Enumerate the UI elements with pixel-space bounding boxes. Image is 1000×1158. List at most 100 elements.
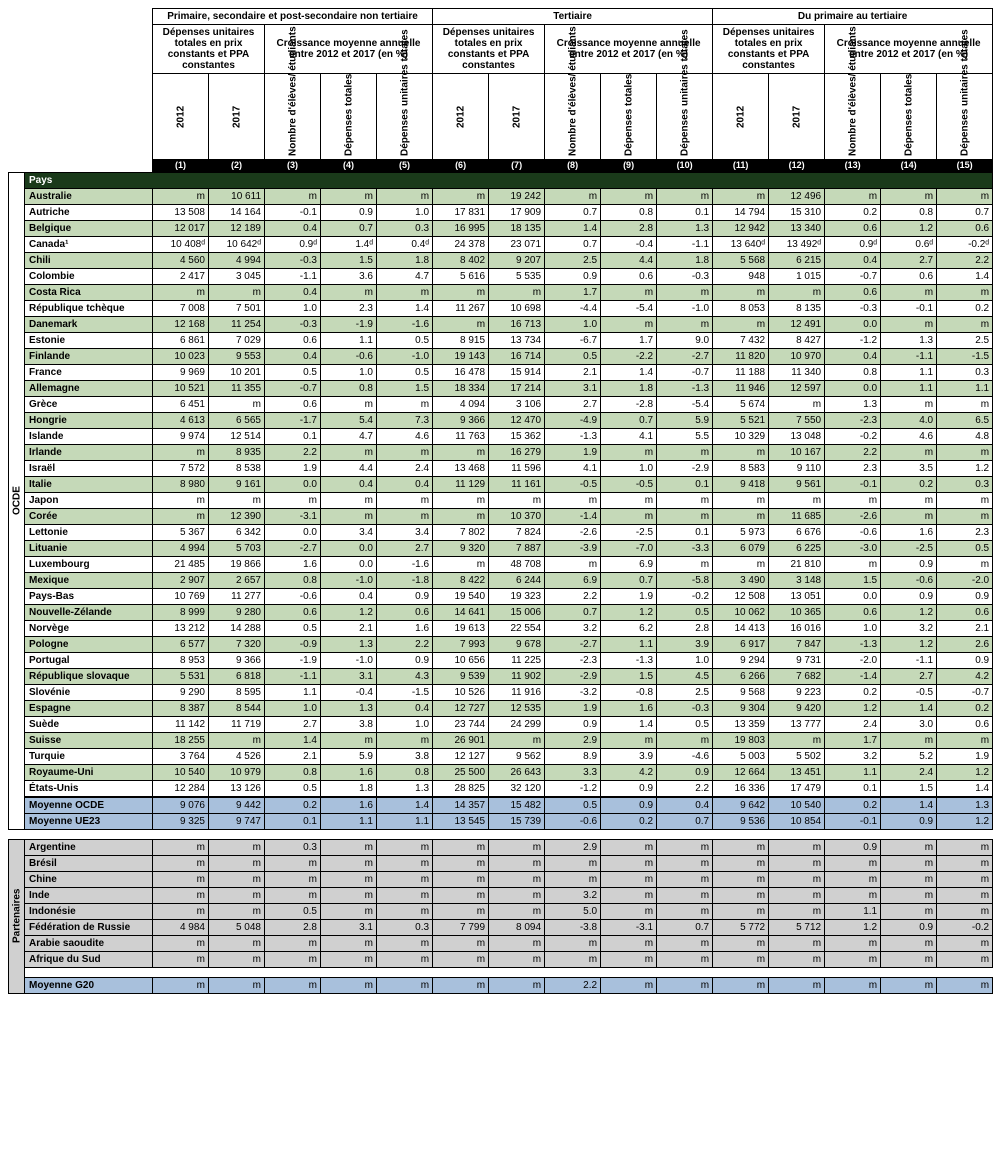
data-cell: m [433,839,489,855]
data-cell: m [657,556,713,572]
data-cell: 3.6 [321,268,377,284]
data-cell: 0.4 [321,476,377,492]
data-cell: -1.1 [881,652,937,668]
data-cell: -1.3 [601,652,657,668]
data-cell: 2 907 [153,572,209,588]
data-cell: 7 887 [489,540,545,556]
data-cell: 0.2 [825,797,881,814]
data-cell: 11 763 [433,428,489,444]
column-number: (3) [265,160,321,173]
data-cell: 11 340 [769,364,825,380]
data-cell: 0.7 [937,204,993,220]
data-cell: 5.2 [881,748,937,764]
data-cell: 14 357 [433,797,489,814]
data-cell: m [545,556,601,572]
data-cell: 2 657 [209,572,265,588]
data-cell: 7 572 [153,460,209,476]
data-cell: m [377,887,433,903]
data-cell: 0.8 [321,380,377,396]
data-cell: m [769,492,825,508]
data-cell: 17 831 [433,204,489,220]
data-cell: 8.9 [545,748,601,764]
table-row: Costa Ricamm0.4mmmm1.7mmmm0.6mm [9,284,993,300]
data-cell: 23 744 [433,716,489,732]
data-cell: m [153,839,209,855]
data-cell: 1.3 [321,700,377,716]
data-cell: 4.7 [321,428,377,444]
table-row: Autriche13 50814 164-0.10.91.017 83117 9… [9,204,993,220]
data-cell: 5 616 [433,268,489,284]
sub-dep-2: Dépenses unitaires totales en prix const… [433,25,545,74]
country-name: Estonie [25,332,153,348]
data-cell: 7 029 [209,332,265,348]
data-cell: 16 995 [433,220,489,236]
data-cell: 0.2 [601,813,657,829]
data-cell: 2.1 [321,620,377,636]
data-cell: m [489,935,545,951]
data-cell: 9 280 [209,604,265,620]
table-row: Pologne6 5777 320-0.91.32.27 9939 678-2.… [9,636,993,652]
country-name: Lituanie [25,540,153,556]
data-cell: m [937,188,993,204]
data-cell: m [321,855,377,871]
data-cell: m [881,188,937,204]
data-cell: 0.1 [657,204,713,220]
data-cell: 10 023 [153,348,209,364]
header-group-3: Du primaire au tertiaire [713,9,993,25]
data-cell: 1.6 [377,620,433,636]
data-cell: -1.6 [377,556,433,572]
data-cell: -1.4 [545,508,601,524]
data-cell: -3.9 [545,540,601,556]
data-cell: 14 641 [433,604,489,620]
data-cell: m [209,871,265,887]
data-cell: -1.1 [881,348,937,364]
data-cell: -0.4 [601,236,657,252]
data-cell: 0.1 [657,524,713,540]
data-cell: 14 413 [713,620,769,636]
data-cell: 11 277 [209,588,265,604]
data-cell: -1.7 [265,412,321,428]
data-cell: m [433,508,489,524]
data-cell: 10 540 [153,764,209,780]
data-cell: m [657,887,713,903]
data-cell: 0.8 [881,204,937,220]
data-cell: 3.8 [377,748,433,764]
data-cell: m [489,903,545,919]
data-cell: m [209,977,265,993]
table-row: Pays-Bas10 76911 277-0.60.40.919 54019 3… [9,588,993,604]
data-cell: 5 712 [769,919,825,935]
data-cell: 13 492ᵈ [769,236,825,252]
data-cell: m [433,903,489,919]
data-cell: 6.5 [937,412,993,428]
data-cell: m [153,444,209,460]
data-cell: 1.4 [265,732,321,748]
data-cell: m [545,871,601,887]
data-cell: 4.2 [937,668,993,684]
data-cell: m [545,935,601,951]
data-cell: m [153,887,209,903]
data-cell: 9 366 [433,412,489,428]
data-cell: 12 508 [713,588,769,604]
data-cell: 4.3 [377,668,433,684]
data-cell: -0.6 [825,524,881,540]
data-cell: m [769,855,825,871]
table-row: Allemagne10 52111 355-0.70.81.518 33417 … [9,380,993,396]
data-cell: 3.4 [377,524,433,540]
data-cell: 10 854 [769,813,825,829]
data-cell: m [377,396,433,412]
data-cell: 5 531 [153,668,209,684]
data-cell: -0.7 [825,268,881,284]
country-name: Brésil [25,855,153,871]
data-cell: 19 803 [713,732,769,748]
data-cell: m [209,492,265,508]
data-cell: 9 562 [489,748,545,764]
data-cell: 0.0 [265,476,321,492]
table-row: Royaume-Uni10 54010 9790.81.60.825 50026… [9,764,993,780]
table-row: Espagne8 3878 5441.01.30.412 72712 5351.… [9,700,993,716]
data-cell: m [545,492,601,508]
data-cell: 7 682 [769,668,825,684]
data-cell: m [433,935,489,951]
data-cell: -2.3 [825,412,881,428]
table-row: Hongrie4 6136 565-1.75.47.39 36612 470-4… [9,412,993,428]
data-cell: m [321,732,377,748]
